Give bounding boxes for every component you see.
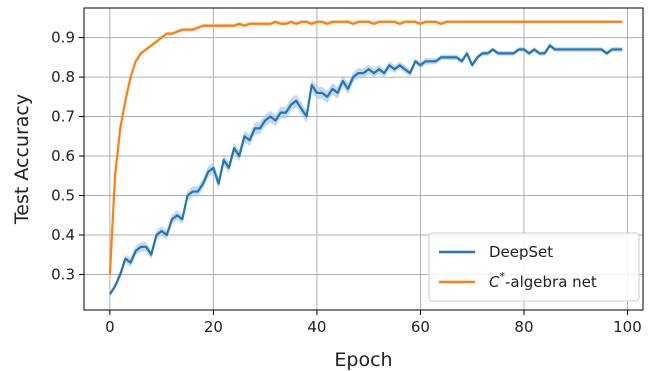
plot-frame <box>83 7 644 311</box>
y-tick-label: 0.5 <box>51 187 75 205</box>
legend-label-cstar-algebra-net: C*-algebra net <box>489 270 597 291</box>
series-lines <box>108 20 623 295</box>
y-tick-label: 0.4 <box>51 226 75 244</box>
y-tick-label: 0.8 <box>51 68 75 86</box>
x-tick-label: 40 <box>307 318 326 336</box>
line-deepset <box>108 44 623 295</box>
x-axis-ticks: 0 20 40 60 80 100 <box>105 310 642 336</box>
line-cstar-algebra-net <box>108 20 623 275</box>
x-tick-label: 100 <box>613 318 642 336</box>
legend: DeepSet C*-algebra net <box>428 232 640 302</box>
legend-box <box>428 232 640 302</box>
legend-label-deepset: DeepSet <box>489 243 553 261</box>
y-tick-label: 0.7 <box>51 108 75 126</box>
x-tick-label: 0 <box>105 318 115 336</box>
x-tick-label: 20 <box>204 318 223 336</box>
x-tick-label: 60 <box>411 318 430 336</box>
y-tick-label: 0.9 <box>51 29 75 47</box>
y-tick-label: 0.6 <box>51 147 75 165</box>
legend-label-c: C <box>489 273 500 291</box>
y-axis-label: Test Accuracy <box>11 94 33 225</box>
legend-label-star: * <box>499 270 505 283</box>
y-tick-label: 0.3 <box>51 265 75 283</box>
y-axis-ticks: 0.3 0.4 0.5 0.6 0.7 0.8 0.9 <box>51 29 84 283</box>
x-tick-label: 80 <box>514 318 533 336</box>
x-axis-label: Epoch <box>334 349 392 371</box>
grid-lines <box>84 8 643 310</box>
legend-label-suffix: -algebra net <box>505 273 597 291</box>
